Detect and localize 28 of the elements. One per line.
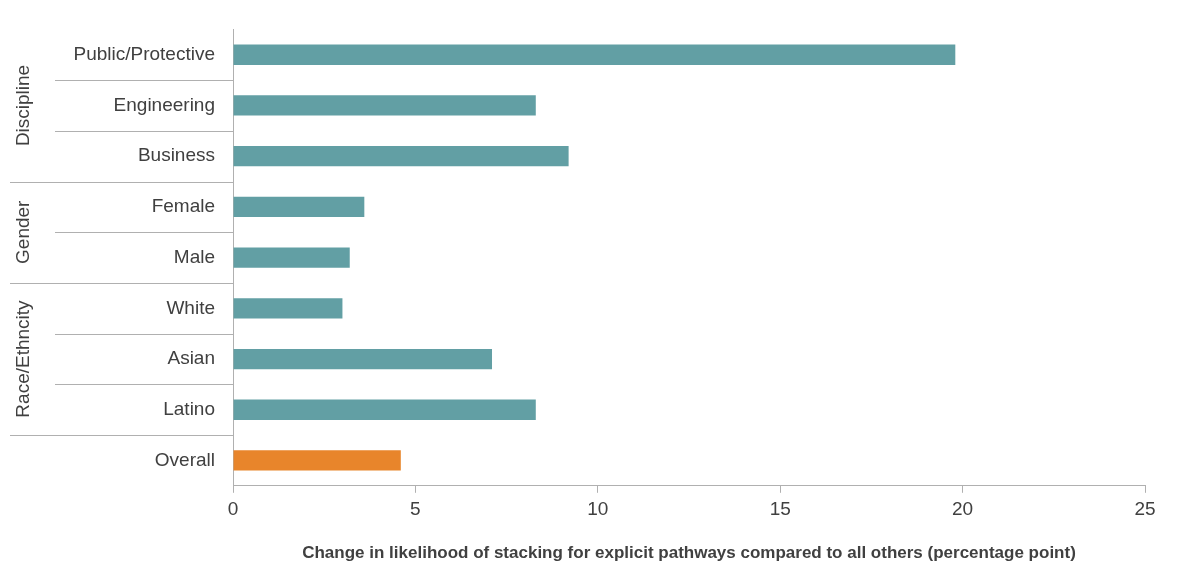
bar xyxy=(233,348,493,370)
y-tick-label: Engineering xyxy=(113,93,215,115)
bar xyxy=(233,450,401,471)
bar xyxy=(233,44,956,65)
bar xyxy=(233,399,536,420)
y-tick-label: Business xyxy=(137,144,215,166)
text: Discipline xyxy=(12,64,34,147)
y-tick-label: Asian xyxy=(167,347,215,369)
y-tick-label: White xyxy=(166,296,215,318)
x-tick-label: 20 xyxy=(952,498,974,520)
bar xyxy=(233,196,365,218)
x-tick-label: 25 xyxy=(1134,498,1156,520)
y-tick-label: Male xyxy=(173,245,215,267)
bar xyxy=(233,298,343,319)
text: Gender xyxy=(12,199,34,264)
y-tick-label: Public/Protective xyxy=(73,42,215,64)
text: Race/Ethncity xyxy=(12,299,34,418)
x-tick-label: 10 xyxy=(587,498,609,520)
y-tick-label: Female xyxy=(151,195,215,217)
x-tick-label: 15 xyxy=(769,498,791,520)
y-tick-label: Overall xyxy=(154,448,215,470)
x-tick-label: 5 xyxy=(410,498,421,520)
x-tick-label: 0 xyxy=(227,498,239,520)
bar xyxy=(233,95,536,116)
bar xyxy=(233,146,569,167)
bar xyxy=(233,247,350,268)
x-axis-title: Change in likelihood of stacking for explicit pathways compared to all others (percentage point) xyxy=(302,543,1076,563)
y-tick-label: Latino xyxy=(163,397,215,419)
